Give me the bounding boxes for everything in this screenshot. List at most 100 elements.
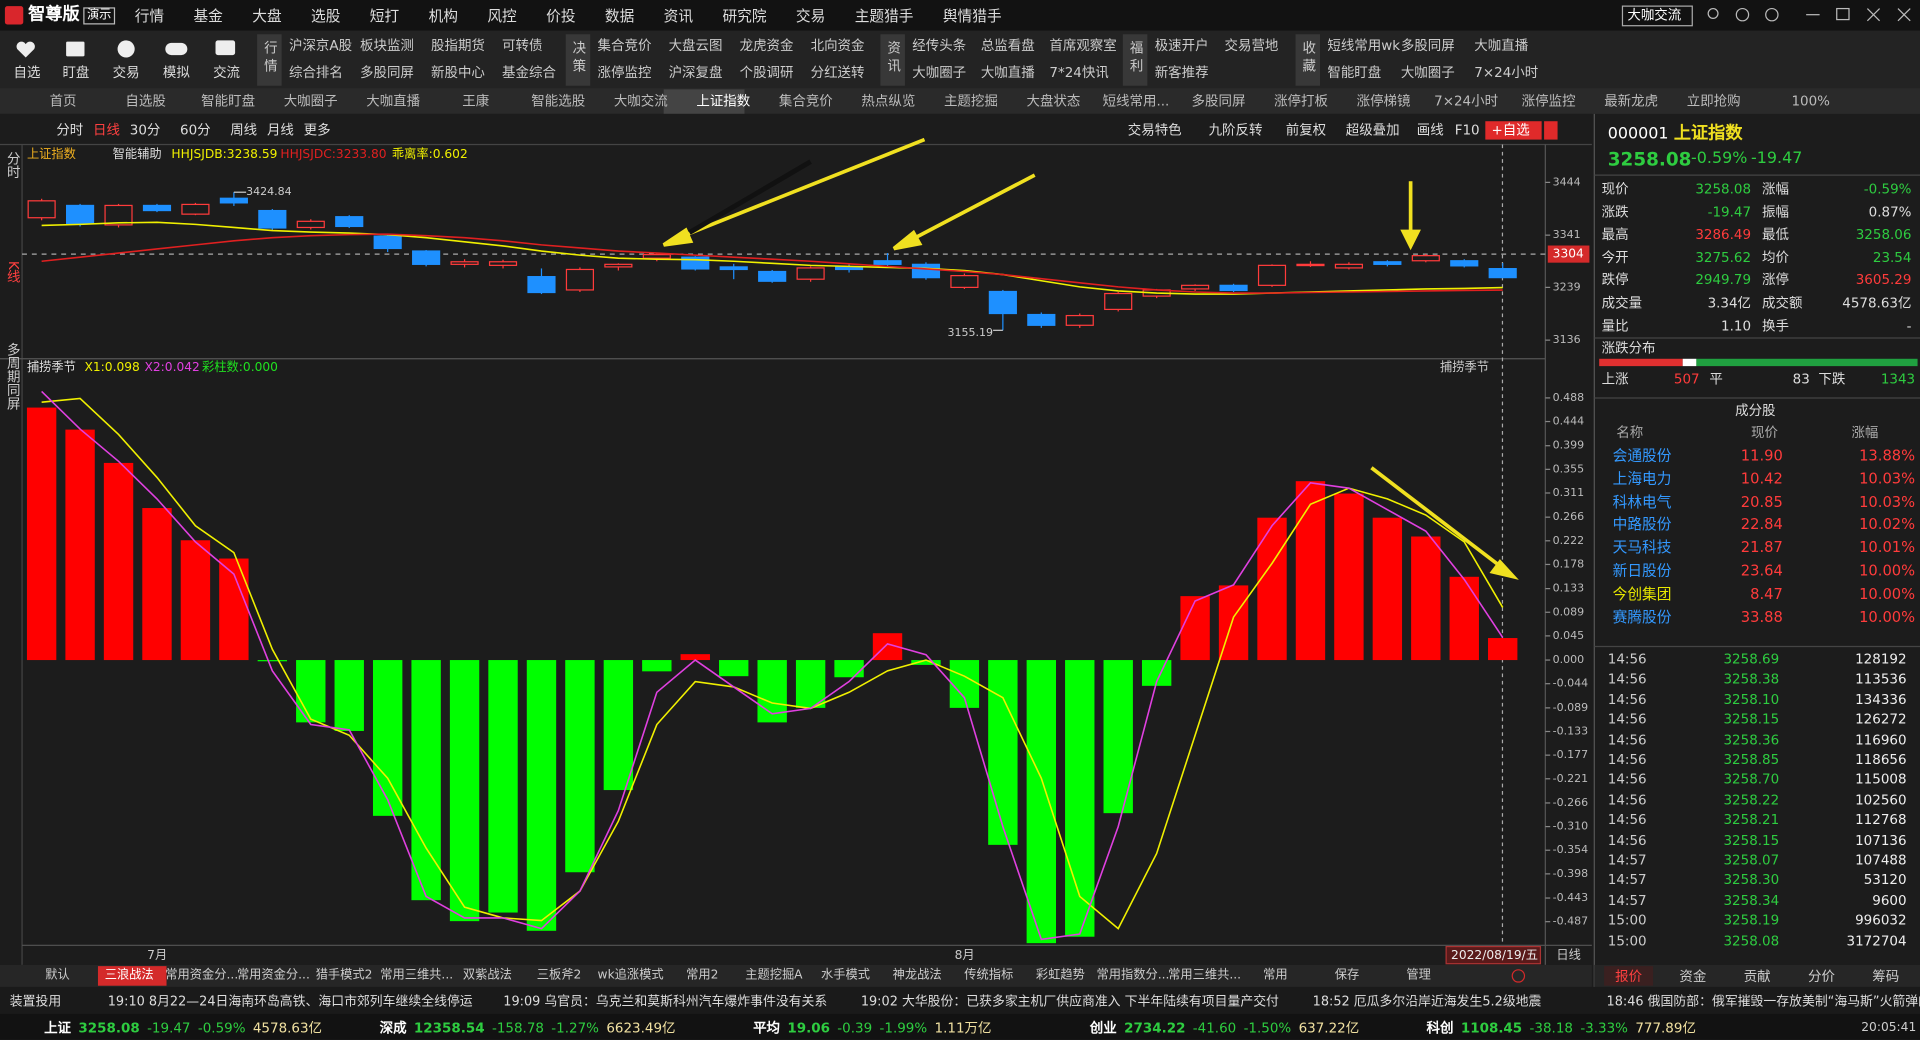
- toolbar-item[interactable]: 7×24小时: [1474, 64, 1539, 81]
- toolbar-item[interactable]: 经传头条: [912, 37, 967, 54]
- menu-item[interactable]: 舆情猎手: [942, 7, 1002, 25]
- menu-item[interactable]: 交易: [795, 7, 826, 25]
- collapse-icon[interactable]: [1511, 969, 1526, 983]
- toolbar-icon-label[interactable]: 自选: [13, 64, 41, 81]
- menu-item[interactable]: 风控: [487, 7, 517, 25]
- tab[interactable]: 7×24小时: [1434, 93, 1499, 109]
- toolbar-item[interactable]: 沪深京A股: [288, 37, 353, 54]
- menu-item[interactable]: 数据: [604, 7, 635, 25]
- tab[interactable]: 大咖直播: [366, 93, 421, 109]
- bottom-tab[interactable]: 管理: [1406, 968, 1431, 983]
- bottom-tab[interactable]: 传统指标: [964, 968, 1014, 983]
- stock-link[interactable]: 赛腾股份: [1612, 608, 1672, 626]
- bottom-tab[interactable]: 双紫战法: [462, 968, 512, 983]
- menu-item[interactable]: 机构: [428, 7, 458, 25]
- tab[interactable]: 热点纵览: [861, 93, 916, 109]
- toolbar-item[interactable]: 可转债: [502, 37, 543, 54]
- toolbar-item[interactable]: 极速开户: [1154, 37, 1209, 54]
- stock-link[interactable]: 科林电气: [1612, 492, 1672, 511]
- period-button[interactable]: 周线: [230, 122, 258, 139]
- news-item[interactable]: 19:02 大华股份：已获多家主机厂供应商准入 下半年陆续有项目量产交付: [860, 994, 1279, 1009]
- side-tab[interactable]: 分价: [1807, 968, 1835, 985]
- toolbar-item[interactable]: 大咖圈子: [912, 64, 967, 81]
- side-label[interactable]: 分时: [5, 151, 22, 179]
- bottom-tab[interactable]: 神龙战法: [892, 968, 942, 983]
- bottom-tab[interactable]: 常用三维共...: [1168, 968, 1242, 983]
- add-button-dropdown[interactable]: [1544, 121, 1558, 140]
- toolbar-item[interactable]: 新客推荐: [1154, 64, 1209, 81]
- toolbar-item[interactable]: 总监看盘: [980, 37, 1035, 54]
- tab[interactable]: 首页: [49, 93, 77, 109]
- tab[interactable]: 主题挖掘: [943, 93, 998, 109]
- news-item[interactable]: 19:09 乌官员：乌克兰和莫斯科州汽车爆炸事件没有关系: [503, 994, 828, 1009]
- tab[interactable]: 王康: [462, 93, 490, 109]
- bottom-tab[interactable]: 三板斧2: [536, 968, 582, 983]
- side-tab[interactable]: 贡献: [1743, 968, 1771, 985]
- tab[interactable]: 自选股: [125, 93, 166, 109]
- toolbar-item[interactable]: 大咖圈子: [1400, 64, 1455, 81]
- toolbar-icon-label[interactable]: 交流: [213, 64, 241, 81]
- toolbar-item[interactable]: 基金综合: [502, 64, 556, 81]
- bottom-tab[interactable]: 常用: [1263, 968, 1288, 983]
- news-item[interactable]: 19:10 8月22—24日海南环岛高铁、海口市郊列车继续全线停运: [107, 994, 473, 1009]
- menu-item[interactable]: 行情: [134, 7, 165, 25]
- side-label[interactable]: K线: [5, 260, 22, 284]
- menu-item[interactable]: 主题猎手: [854, 7, 914, 25]
- period-button[interactable]: 月线: [266, 122, 294, 139]
- tab[interactable]: 涨停打板: [1274, 93, 1328, 109]
- stock-link[interactable]: 天马科技: [1612, 539, 1672, 557]
- tab[interactable]: 涨停监控: [1521, 93, 1576, 109]
- stock-link[interactable]: 中路股份: [1612, 515, 1672, 534]
- toolbar-icon-label[interactable]: 模拟: [162, 64, 190, 81]
- tab[interactable]: 多股同屏: [1191, 93, 1246, 109]
- tab[interactable]: 涨停梯镜: [1356, 93, 1411, 109]
- toolbar-item[interactable]: 短线常用wk: [1327, 37, 1401, 54]
- toolbar-item[interactable]: 涨停监控: [597, 64, 652, 81]
- menu-item[interactable]: 短打: [369, 7, 400, 25]
- toolbar-item[interactable]: 多股同屏: [1400, 37, 1455, 54]
- toolbar-item[interactable]: 沪深复盘: [668, 64, 723, 81]
- toolbar-item[interactable]: 股指期货: [431, 37, 485, 54]
- toolbar-icon-label[interactable]: 交易: [112, 64, 140, 81]
- chart-tool[interactable]: 画线: [1416, 122, 1444, 139]
- bottom-tab[interactable]: 主题挖掘A: [745, 968, 803, 983]
- bottom-tab[interactable]: 常用资金分...: [165, 968, 239, 983]
- toolbar-item[interactable]: 首席观察室: [1049, 37, 1117, 54]
- side-tab[interactable]: 资金: [1679, 968, 1707, 985]
- tab[interactable]: 短线常用...: [1102, 93, 1170, 109]
- toolbar-item[interactable]: 智能盯盘: [1327, 64, 1382, 81]
- toolbar-item[interactable]: 大咖直播: [980, 64, 1035, 81]
- stock-link[interactable]: 今创集团: [1612, 585, 1672, 603]
- toolbar-item[interactable]: 多股同屏: [360, 64, 414, 81]
- news-item[interactable]: 18:52 厄瓜多尔沿岸近海发生5.2级地震: [1312, 994, 1542, 1009]
- menu-item[interactable]: 研究院: [722, 7, 767, 25]
- tab[interactable]: 立即抢购: [1686, 93, 1741, 109]
- bottom-tab[interactable]: 常用2: [686, 968, 719, 983]
- bottom-tab[interactable]: 彩虹趋势: [1035, 968, 1085, 983]
- toolbar-item[interactable]: 个股调研: [739, 64, 794, 81]
- tab[interactable]: 集合竞价: [778, 93, 833, 109]
- bottom-tab[interactable]: 保存: [1334, 968, 1360, 983]
- toolbar-item[interactable]: 新股中心: [431, 64, 485, 81]
- chart-tool[interactable]: 前复权: [1285, 122, 1327, 139]
- menu-item[interactable]: 资讯: [663, 7, 694, 25]
- toolbar-item[interactable]: 大盘云图: [668, 37, 723, 54]
- tab[interactable]: 上证指数: [696, 93, 751, 109]
- bottom-tab[interactable]: 常用三维共...: [380, 968, 454, 983]
- bottom-tab[interactable]: 常用资金分...: [236, 968, 310, 983]
- bottom-tab[interactable]: wk追涨模式: [597, 968, 664, 983]
- period-button[interactable]: 60分: [180, 122, 211, 139]
- bottom-tab[interactable]: 猎手模式2: [315, 968, 373, 983]
- bottom-tab[interactable]: 默认: [45, 968, 70, 983]
- news-item[interactable]: 18:46 俄国防部：俄军摧毁一存放美制“海马斯”火箭弹的: [1606, 994, 1920, 1009]
- toolbar-item[interactable]: 板块监测: [360, 37, 414, 54]
- period-button[interactable]: 更多: [303, 122, 331, 139]
- tab[interactable]: 大咖交流: [613, 93, 668, 109]
- right-button[interactable]: 大咖交流: [1627, 7, 1682, 24]
- bottom-tab[interactable]: 常用指数分...: [1096, 968, 1170, 983]
- tab[interactable]: 智能选股: [531, 93, 586, 109]
- bottom-tab[interactable]: 三浪战法: [104, 968, 154, 983]
- tab[interactable]: 大咖圈子: [283, 93, 338, 109]
- side-tab[interactable]: 筹码: [1872, 968, 1900, 985]
- toolbar-item[interactable]: 分红送转: [810, 64, 865, 81]
